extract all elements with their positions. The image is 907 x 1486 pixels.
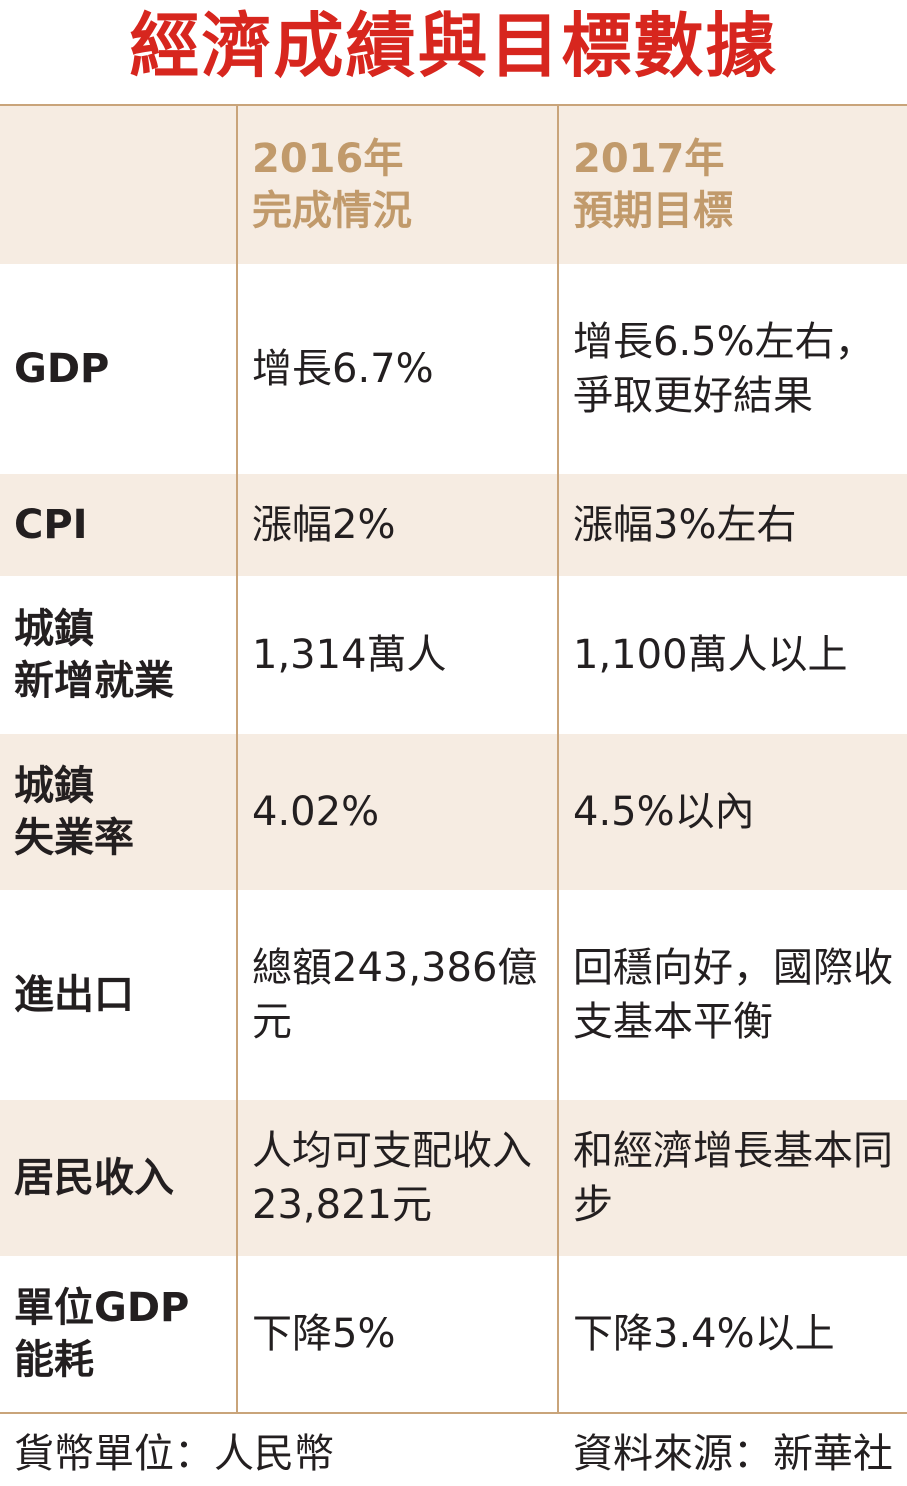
row-label-line: 能耗 [14,1337,94,1383]
row-label: 進出口 [0,890,237,1100]
value-2017: 增長6.5%左右，爭取更好結果 [557,264,907,474]
row-label-line: 失業率 [14,815,134,861]
row-label: 居民收入 [0,1100,237,1256]
value-2016: 漲幅2% [236,474,558,576]
row-label: CPI [0,474,237,576]
row-label-line: CPI [14,502,88,548]
row-label-line: GDP [14,346,110,392]
page-title: 經濟成績與目標數據 [129,5,778,87]
header-2016: 2016年 完成情況 [236,106,558,264]
row-label-line: 進出口 [14,972,134,1018]
header-2017-year: 2017年 [573,136,725,182]
table-row-gdp: GDP 增長6.7% 增長6.5%左右，爭取更好結果 [0,264,907,474]
header-2017-label: 預期目標 [573,188,733,234]
header-empty-cell [0,106,237,264]
value-2016: 下降5% [236,1256,558,1412]
table-row-unemployment: 城鎮 失業率 4.02% 4.5%以內 [0,734,907,890]
value-2017: 和經濟增長基本同步 [557,1100,907,1256]
row-label-line: 單位GDP [14,1285,190,1331]
value-2016: 人均可支配收入23,821元 [236,1100,558,1256]
value-2016: 1,314萬人 [236,576,558,734]
row-label-line: 城鎮 [14,606,94,652]
row-label-line: 居民收入 [14,1155,174,1201]
row-label-line: 新增就業 [14,658,174,704]
value-2017: 1,100萬人以上 [557,576,907,734]
table-row-employment: 城鎮 新增就業 1,314萬人 1,100萬人以上 [0,576,907,734]
economic-data-table: 2016年 完成情況 2017年 預期目標 GDP 增長6.7% 增長6.5%左… [0,106,907,1412]
value-2017: 下降3.4%以上 [557,1256,907,1412]
value-2016: 增長6.7% [236,264,558,474]
top-divider [0,104,907,106]
currency-note: 貨幣單位：人民幣 [14,1431,334,1477]
row-label: 單位GDP 能耗 [0,1256,237,1412]
table-row-energy: 單位GDP 能耗 下降5% 下降3.4%以上 [0,1256,907,1412]
header-2016-year: 2016年 [252,136,404,182]
source-note: 資料來源：新華社 [573,1431,893,1477]
value-2017: 4.5%以內 [557,734,907,890]
row-label: 城鎮 失業率 [0,734,237,890]
table-row-cpi: CPI 漲幅2% 漲幅3%左右 [0,474,907,576]
row-label-line: 城鎮 [14,763,94,809]
table-row-income: 居民收入 人均可支配收入23,821元 和經濟增長基本同步 [0,1100,907,1256]
table-header-row: 2016年 完成情況 2017年 預期目標 [0,106,907,264]
value-2016: 4.02% [236,734,558,890]
header-2017: 2017年 預期目標 [557,106,907,264]
value-2017: 漲幅3%左右 [557,474,907,576]
bottom-divider [0,1412,907,1414]
table-row-trade: 進出口 總額243,386億元 回穩向好，國際收支基本平衡 [0,890,907,1100]
row-label: GDP [0,264,237,474]
value-2017: 回穩向好，國際收支基本平衡 [557,890,907,1100]
header-2016-label: 完成情況 [252,188,412,234]
row-label: 城鎮 新增就業 [0,576,237,734]
value-2016: 總額243,386億元 [236,890,558,1100]
